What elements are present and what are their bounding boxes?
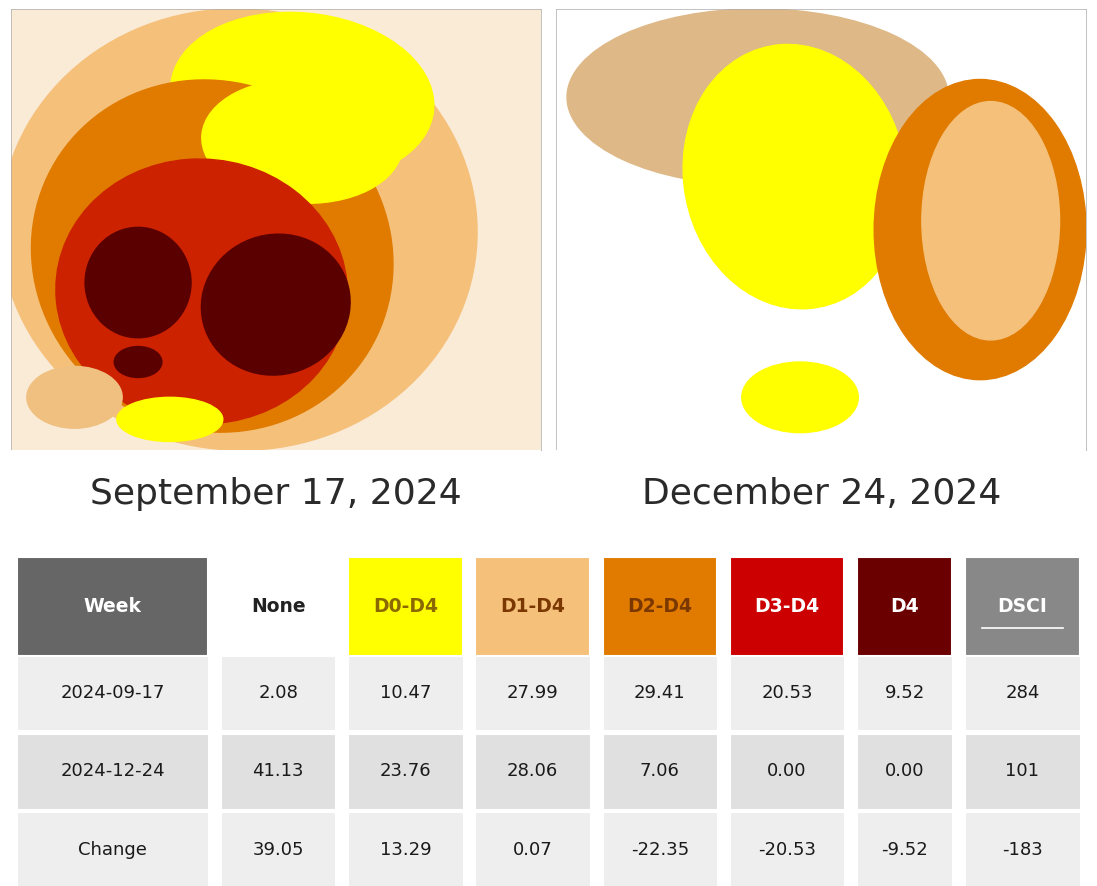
Ellipse shape bbox=[683, 44, 906, 309]
Text: None: None bbox=[251, 597, 305, 616]
Bar bbox=[857, 812, 952, 886]
Text: D2-D4: D2-D4 bbox=[627, 597, 692, 616]
Text: 0.00: 0.00 bbox=[885, 762, 925, 781]
Bar bbox=[602, 557, 717, 656]
Bar bbox=[348, 734, 463, 809]
Text: 2.08: 2.08 bbox=[258, 684, 298, 703]
Text: Week: Week bbox=[83, 597, 142, 616]
Bar bbox=[348, 557, 463, 656]
Text: Change: Change bbox=[78, 841, 147, 859]
Ellipse shape bbox=[567, 9, 948, 185]
Ellipse shape bbox=[32, 80, 393, 432]
Bar bbox=[857, 656, 952, 730]
Text: 0.07: 0.07 bbox=[512, 841, 553, 859]
Bar bbox=[965, 734, 1079, 809]
Bar bbox=[730, 812, 845, 886]
Text: 28.06: 28.06 bbox=[507, 762, 558, 781]
Bar bbox=[730, 656, 845, 730]
Bar bbox=[965, 656, 1079, 730]
Bar bbox=[220, 557, 336, 656]
Bar bbox=[475, 734, 590, 809]
Bar bbox=[475, 557, 590, 656]
Ellipse shape bbox=[171, 12, 433, 182]
Text: 7.06: 7.06 bbox=[640, 762, 680, 781]
Text: -183: -183 bbox=[1002, 841, 1043, 859]
Text: 0.00: 0.00 bbox=[767, 762, 806, 781]
Bar bbox=[18, 557, 208, 656]
Text: December 24, 2024: December 24, 2024 bbox=[642, 477, 1000, 511]
Bar bbox=[220, 656, 336, 730]
Text: 39.05: 39.05 bbox=[252, 841, 304, 859]
Ellipse shape bbox=[921, 102, 1060, 340]
Text: D1-D4: D1-D4 bbox=[500, 597, 565, 616]
Bar bbox=[220, 734, 336, 809]
Text: 13.29: 13.29 bbox=[380, 841, 431, 859]
Text: 27.99: 27.99 bbox=[507, 684, 558, 703]
Ellipse shape bbox=[202, 79, 403, 203]
Text: -22.35: -22.35 bbox=[631, 841, 689, 859]
Bar bbox=[857, 734, 952, 809]
Text: September 17, 2024: September 17, 2024 bbox=[90, 477, 462, 511]
Bar bbox=[348, 812, 463, 886]
Bar bbox=[602, 656, 717, 730]
Ellipse shape bbox=[202, 234, 350, 375]
Bar bbox=[965, 812, 1079, 886]
Ellipse shape bbox=[117, 397, 223, 441]
Bar bbox=[730, 557, 845, 656]
Bar bbox=[18, 734, 208, 809]
Text: -9.52: -9.52 bbox=[881, 841, 928, 859]
Bar bbox=[965, 557, 1079, 656]
Text: 29.41: 29.41 bbox=[634, 684, 686, 703]
Bar bbox=[475, 656, 590, 730]
Bar bbox=[730, 734, 845, 809]
Text: D4: D4 bbox=[891, 597, 919, 616]
Bar bbox=[18, 812, 208, 886]
Ellipse shape bbox=[86, 228, 191, 338]
Ellipse shape bbox=[874, 80, 1086, 380]
Bar bbox=[348, 656, 463, 730]
Text: 2024-09-17: 2024-09-17 bbox=[60, 684, 165, 703]
Bar bbox=[602, 812, 717, 886]
Bar bbox=[475, 812, 590, 886]
Text: 10.47: 10.47 bbox=[380, 684, 431, 703]
Text: D3-D4: D3-D4 bbox=[755, 597, 819, 616]
Text: 101: 101 bbox=[1006, 762, 1040, 781]
Text: DSCI: DSCI bbox=[997, 597, 1048, 616]
Text: 284: 284 bbox=[1005, 684, 1040, 703]
Ellipse shape bbox=[26, 367, 122, 428]
Text: 23.76: 23.76 bbox=[380, 762, 431, 781]
Bar bbox=[857, 557, 952, 656]
Bar bbox=[18, 656, 208, 730]
Text: 20.53: 20.53 bbox=[761, 684, 813, 703]
Text: 41.13: 41.13 bbox=[252, 762, 304, 781]
Text: 2024-12-24: 2024-12-24 bbox=[60, 762, 165, 781]
Ellipse shape bbox=[742, 362, 858, 432]
Text: D0-D4: D0-D4 bbox=[373, 597, 438, 616]
Bar bbox=[220, 812, 336, 886]
Text: -20.53: -20.53 bbox=[758, 841, 816, 859]
Ellipse shape bbox=[114, 346, 162, 377]
Text: 9.52: 9.52 bbox=[884, 684, 925, 703]
Bar bbox=[602, 734, 717, 809]
Ellipse shape bbox=[0, 9, 477, 450]
Ellipse shape bbox=[56, 159, 348, 424]
